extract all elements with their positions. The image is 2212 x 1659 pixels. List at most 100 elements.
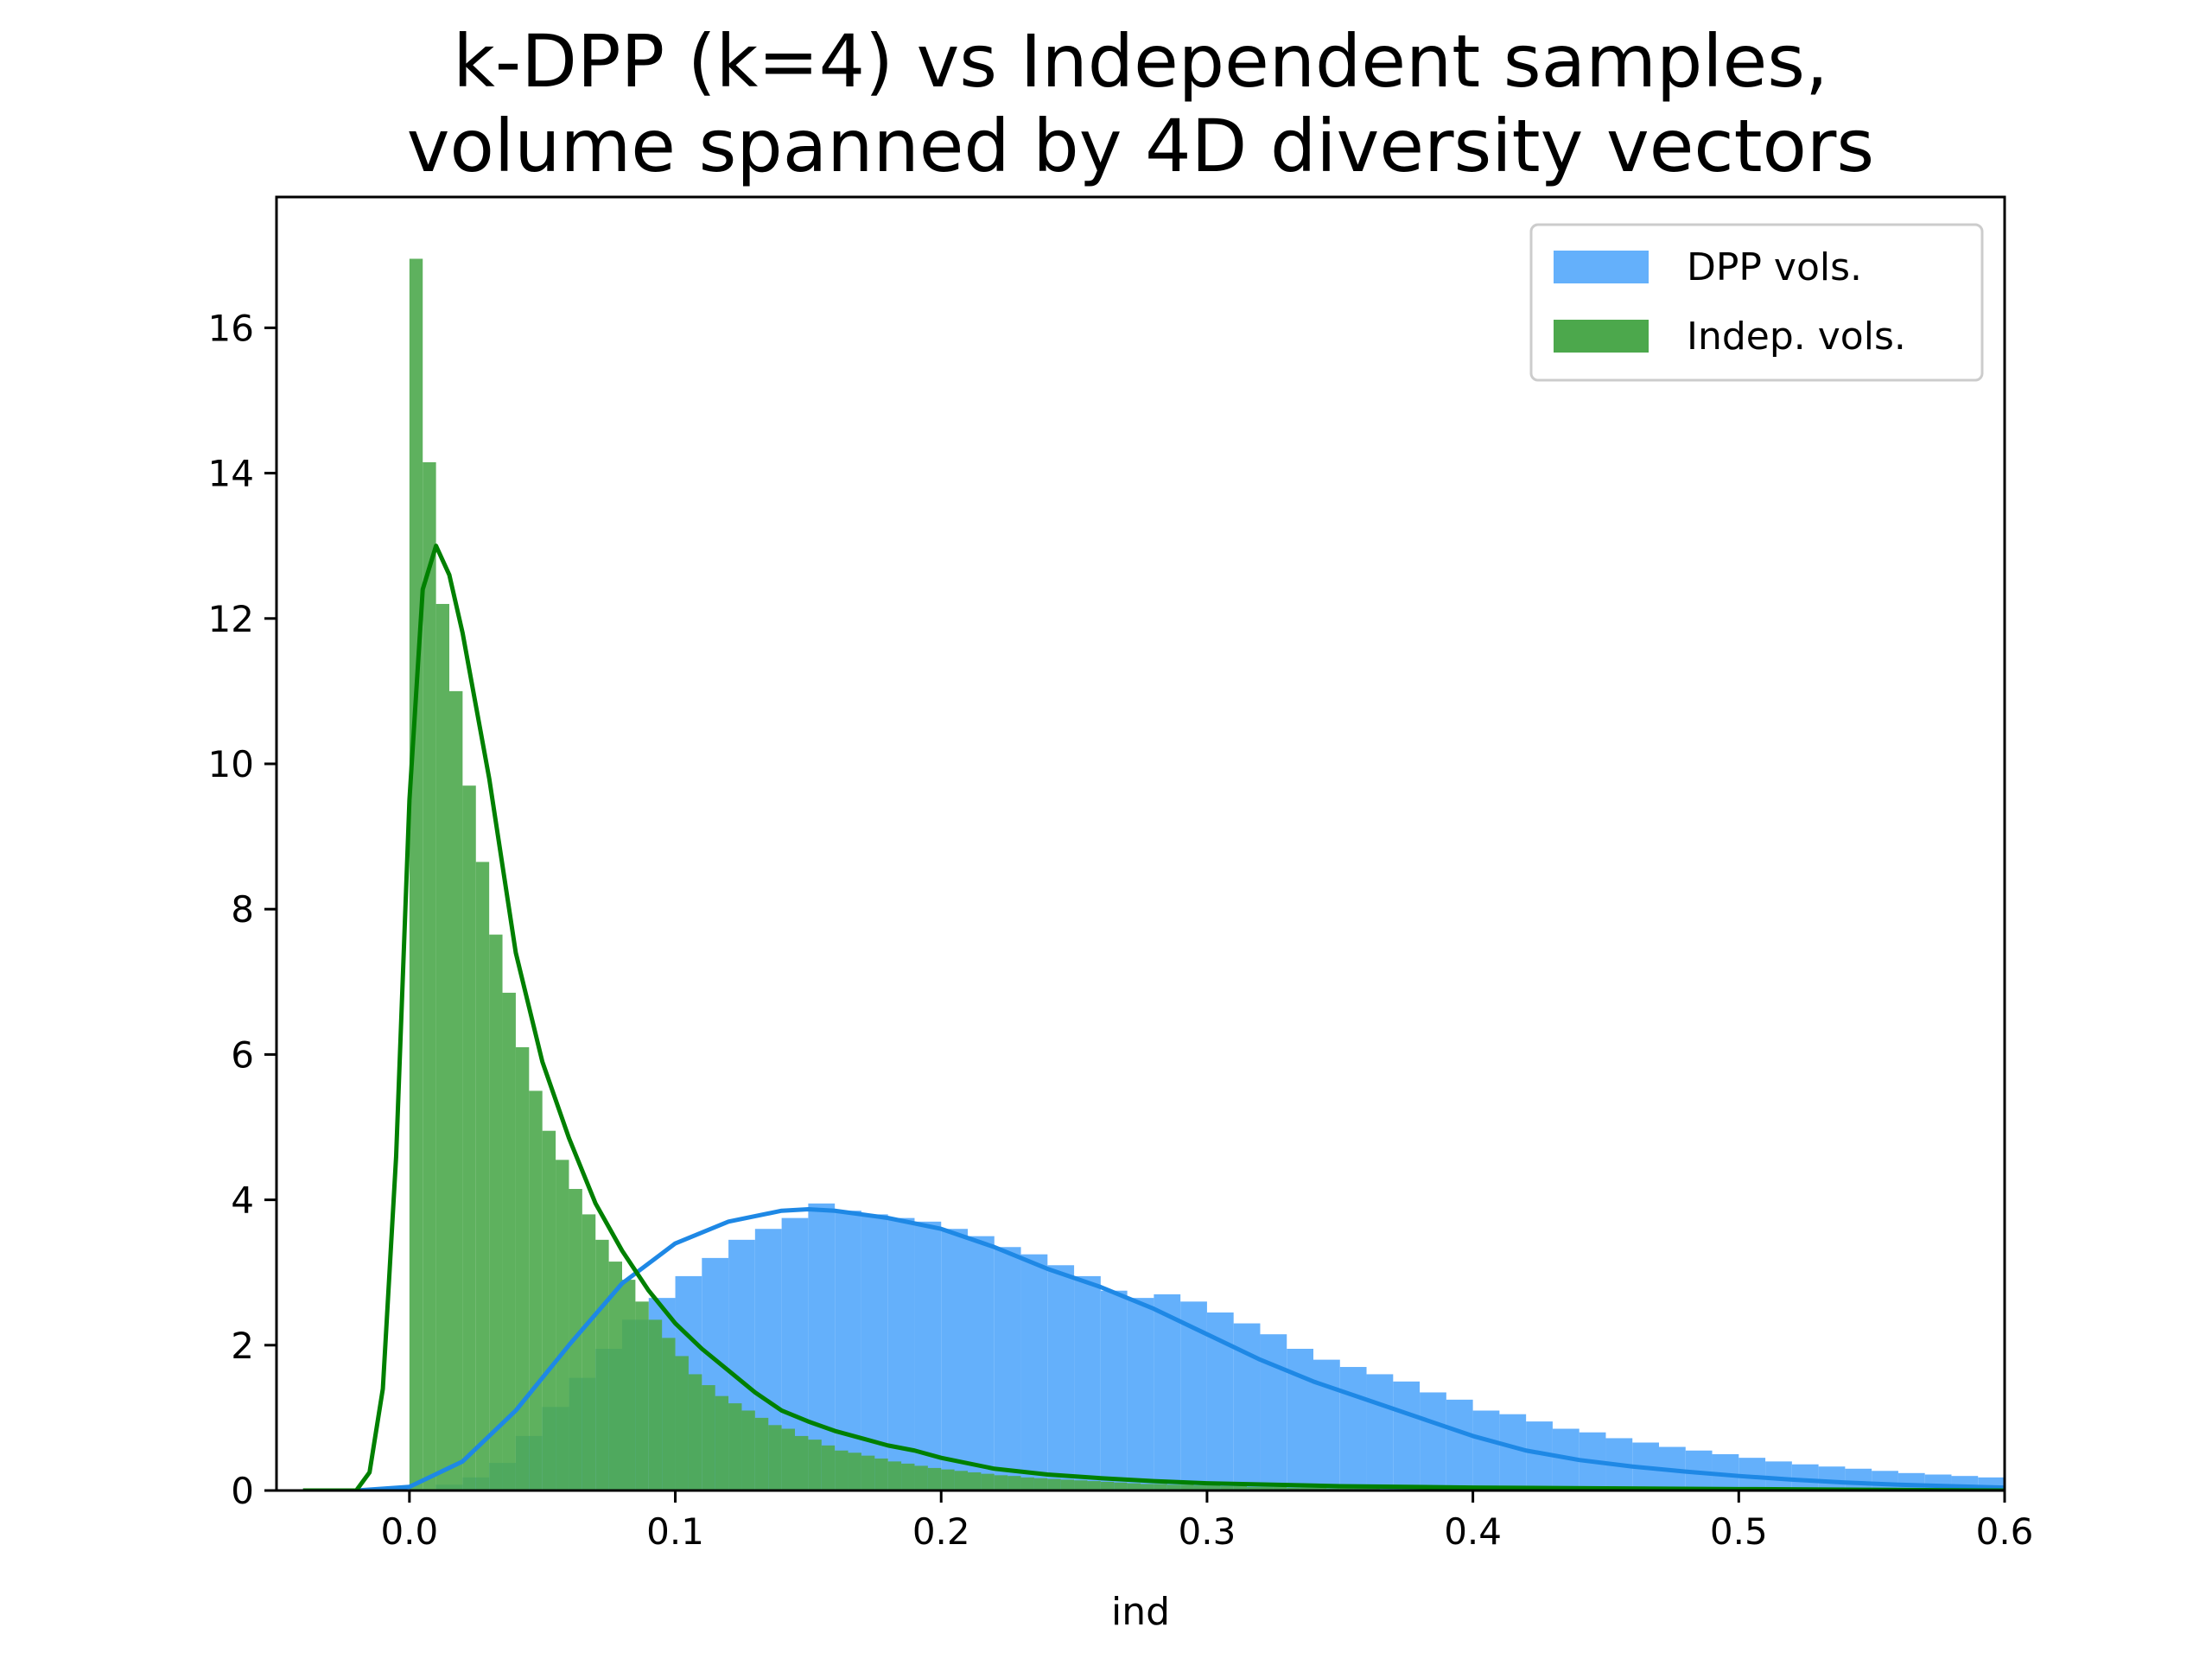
indep-bar-66 bbox=[1287, 1487, 1300, 1491]
indep-bar-21 bbox=[688, 1374, 702, 1491]
indep-bar-30 bbox=[808, 1440, 822, 1491]
dpp-bar-16 bbox=[835, 1211, 861, 1491]
indep-bar-40 bbox=[941, 1469, 955, 1491]
y-tick-label-5: 10 bbox=[208, 743, 254, 785]
indep-bar-0 bbox=[409, 258, 423, 1491]
indep-bar-39 bbox=[927, 1467, 942, 1491]
dpp-bar-54 bbox=[1845, 1468, 1872, 1491]
indep-bar-49 bbox=[1060, 1479, 1075, 1491]
indep-bar-37 bbox=[901, 1463, 915, 1491]
indep-bar-20 bbox=[675, 1356, 689, 1491]
indep-bar-16 bbox=[622, 1280, 636, 1491]
dpp-bar-20 bbox=[941, 1229, 968, 1491]
dpp-bar-55 bbox=[1872, 1471, 1898, 1491]
plot-frame bbox=[275, 195, 2006, 1492]
dpp-bar-40 bbox=[1472, 1410, 1500, 1491]
indep-bar-4 bbox=[462, 785, 476, 1491]
indep-bar-32 bbox=[835, 1450, 849, 1491]
indep-bar-68 bbox=[1313, 1487, 1327, 1491]
indep-bar-53 bbox=[1114, 1482, 1128, 1491]
y-tick-label-6: 12 bbox=[208, 598, 254, 640]
indep-bar-15 bbox=[608, 1262, 622, 1491]
indep-bar-54 bbox=[1127, 1483, 1141, 1491]
indep-bar-59 bbox=[1193, 1485, 1207, 1491]
indep-bar-52 bbox=[1100, 1481, 1115, 1491]
dpp-bar-22 bbox=[994, 1247, 1021, 1491]
x-tick-label-4: 0.4 bbox=[1444, 1510, 1502, 1553]
y-tick-label-7: 14 bbox=[208, 453, 254, 495]
indep-bar-65 bbox=[1273, 1486, 1287, 1491]
dpp-bar-19 bbox=[914, 1221, 942, 1491]
indep-bar-11 bbox=[556, 1160, 569, 1491]
indep-bar-1 bbox=[423, 461, 436, 1491]
indep-histogram bbox=[409, 258, 1606, 1491]
x-axis-ticks: 0.0 0.1 0.2 0.3 0.4 0.5 0.6 bbox=[380, 1491, 2033, 1553]
indep-bar-61 bbox=[1220, 1485, 1234, 1491]
indep-bar-19 bbox=[662, 1338, 676, 1491]
indep-bar-38 bbox=[914, 1465, 928, 1491]
dpp-bar-36 bbox=[1366, 1374, 1394, 1491]
dpp-bar-25 bbox=[1074, 1275, 1101, 1491]
dpp-kde-line bbox=[302, 1207, 2005, 1491]
dpp-bar-38 bbox=[1420, 1392, 1446, 1491]
y-tick-label-3: 6 bbox=[231, 1033, 254, 1076]
indep-bar-51 bbox=[1087, 1481, 1101, 1491]
x-tick-label-2: 0.2 bbox=[912, 1510, 970, 1553]
legend-swatch-indep bbox=[1554, 320, 1649, 353]
y-tick-label-8: 16 bbox=[208, 307, 254, 349]
x-tick-label-1: 0.1 bbox=[646, 1510, 704, 1553]
indep-bar-46 bbox=[1020, 1477, 1034, 1491]
y-tick-label-4: 8 bbox=[231, 888, 254, 931]
dpp-bar-21 bbox=[968, 1236, 995, 1491]
dpp-bar-34 bbox=[1313, 1359, 1340, 1491]
x-tick-label-0: 0.0 bbox=[380, 1510, 438, 1553]
indep-bar-6 bbox=[489, 934, 503, 1491]
indep-bar-58 bbox=[1180, 1484, 1194, 1491]
indep-bar-50 bbox=[1074, 1480, 1088, 1491]
y-axis-ticks: 0 2 4 6 8 10 12 14 16 bbox=[208, 307, 276, 1512]
indep-bar-26 bbox=[754, 1417, 769, 1491]
indep-bar-23 bbox=[715, 1395, 729, 1491]
indep-bar-18 bbox=[648, 1319, 663, 1491]
indep-kde-line bbox=[302, 543, 2005, 1491]
indep-bar-64 bbox=[1260, 1486, 1274, 1491]
x-tick-label-3: 0.3 bbox=[1179, 1510, 1236, 1553]
dpp-bar-24 bbox=[1047, 1265, 1075, 1491]
indep-bar-48 bbox=[1047, 1478, 1061, 1491]
plot-area bbox=[302, 258, 2005, 1491]
dpp-bar-35 bbox=[1339, 1367, 1367, 1491]
dpp-bar-26 bbox=[1100, 1290, 1128, 1491]
indep-bar-60 bbox=[1206, 1485, 1221, 1491]
y-tick-label-2: 4 bbox=[231, 1179, 254, 1222]
indep-bar-42 bbox=[968, 1471, 982, 1491]
dpp-bar-37 bbox=[1393, 1381, 1421, 1491]
indep-bar-55 bbox=[1141, 1484, 1154, 1491]
dpp-bar-32 bbox=[1260, 1334, 1287, 1491]
legend-label-indep: Indep. vols. bbox=[1687, 315, 1906, 359]
indep-bar-44 bbox=[994, 1475, 1008, 1491]
indep-bar-14 bbox=[595, 1239, 609, 1491]
indep-bar-28 bbox=[781, 1428, 795, 1491]
indep-bar-25 bbox=[741, 1410, 755, 1491]
indep-bar-57 bbox=[1166, 1484, 1181, 1491]
x-tick-label-5: 0.5 bbox=[1710, 1510, 1768, 1553]
indep-bar-2 bbox=[435, 603, 449, 1491]
indep-bar-35 bbox=[874, 1458, 888, 1491]
dpp-bar-28 bbox=[1154, 1294, 1181, 1491]
x-axis-label: ind bbox=[1111, 1590, 1170, 1634]
indep-bar-22 bbox=[702, 1385, 715, 1491]
kde-curves bbox=[302, 543, 2005, 1491]
dpp-bar-52 bbox=[1791, 1464, 1819, 1491]
x-tick-label-6: 0.6 bbox=[1976, 1510, 2034, 1553]
y-tick-label-1: 2 bbox=[231, 1325, 254, 1367]
dpp-bar-41 bbox=[1499, 1414, 1527, 1491]
indep-bar-27 bbox=[768, 1425, 782, 1491]
chart-title-line-2: volume spanned by 4D diversity vectors bbox=[407, 104, 1874, 188]
indep-bar-62 bbox=[1233, 1485, 1248, 1491]
indep-bar-67 bbox=[1300, 1487, 1313, 1491]
dpp-bar-17 bbox=[861, 1214, 888, 1491]
indep-bar-33 bbox=[848, 1452, 861, 1491]
indep-bar-13 bbox=[582, 1214, 596, 1491]
indep-bar-8 bbox=[515, 1046, 530, 1491]
indep-bar-7 bbox=[502, 992, 516, 1491]
